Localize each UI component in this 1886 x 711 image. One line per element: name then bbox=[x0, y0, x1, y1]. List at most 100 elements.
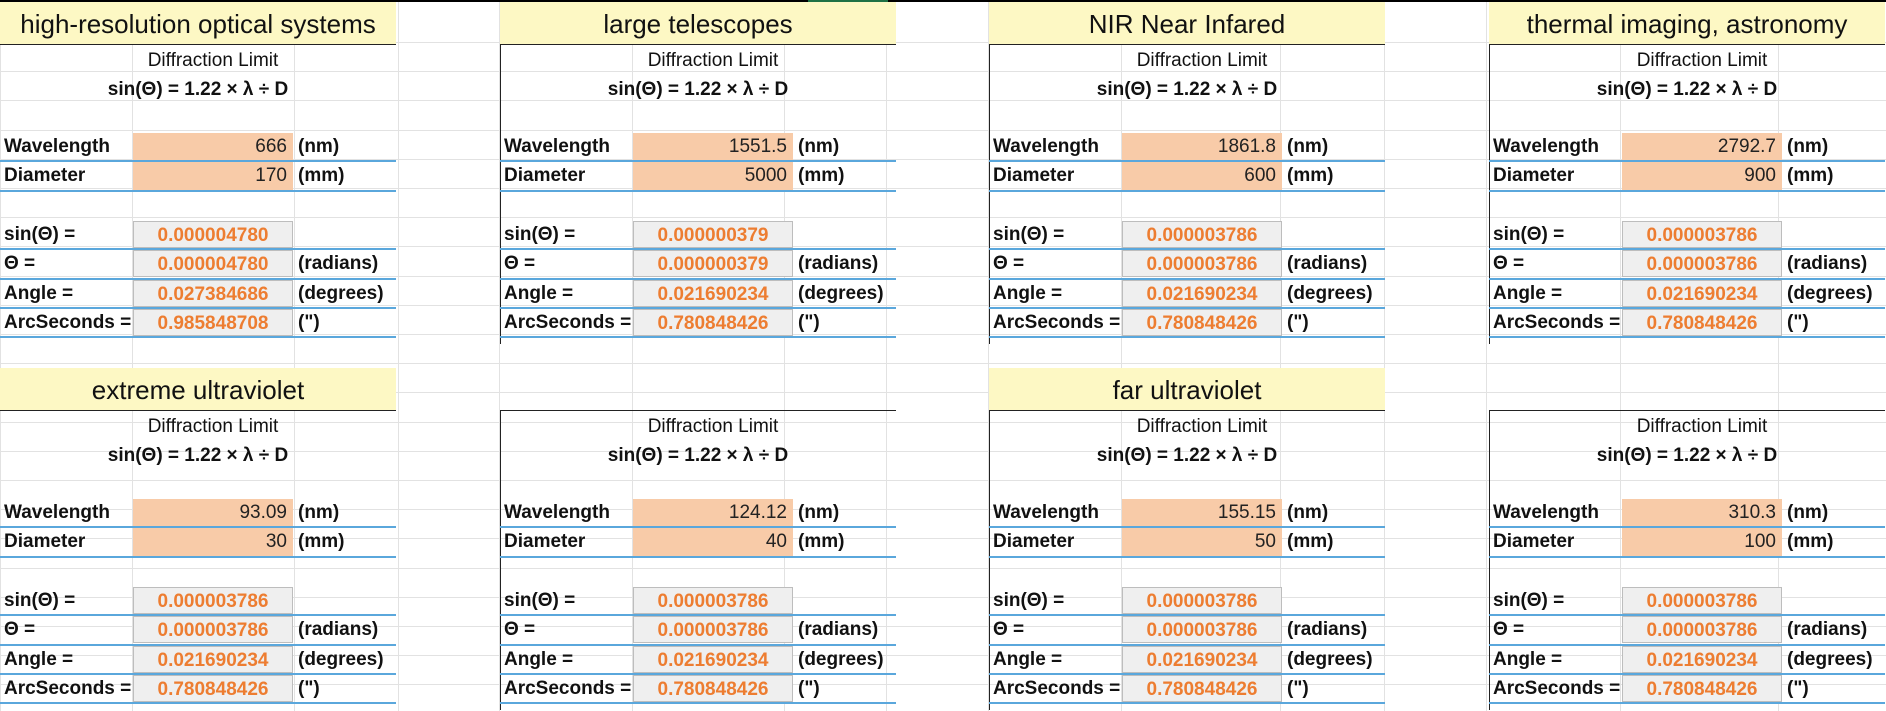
grid-row-line bbox=[0, 392, 1886, 393]
diameter-input-cell[interactable]: 5000 bbox=[633, 162, 793, 190]
block-title: thermal imaging, astronomy bbox=[1489, 2, 1885, 44]
diameter-unit: (mm) bbox=[298, 531, 345, 553]
arcseconds-label: ArcSeconds = bbox=[504, 677, 632, 699]
row-underline bbox=[500, 160, 896, 163]
block-left-border bbox=[500, 410, 501, 710]
formula-text: sin(Θ) = 1.22 × λ ÷ D bbox=[1096, 79, 1278, 100]
row-underline bbox=[0, 277, 396, 280]
angle-result-cell: 0.021690234 bbox=[1622, 645, 1782, 673]
arcseconds-unit: (") bbox=[798, 311, 820, 333]
arcseconds-result-cell: 0.780848426 bbox=[1622, 308, 1782, 337]
row-underline bbox=[500, 614, 896, 617]
row-underline bbox=[989, 160, 1385, 163]
diameter-input-cell[interactable]: 100 bbox=[1622, 528, 1782, 556]
grid-column-line bbox=[784, 0, 785, 711]
grid-column-line bbox=[1280, 0, 1281, 711]
wavelength-unit: (nm) bbox=[298, 136, 340, 157]
diameter-input-cell[interactable]: 50 bbox=[1122, 528, 1282, 556]
diameter-input-cell[interactable]: 30 bbox=[133, 528, 293, 556]
block-title: large telescopes bbox=[500, 2, 896, 44]
diameter-label: Diameter bbox=[993, 531, 1075, 553]
grid-row-line bbox=[0, 246, 1886, 247]
sin-theta-label: sin(Θ) = bbox=[4, 223, 76, 245]
row-underline bbox=[1489, 643, 1885, 646]
diameter-unit: (mm) bbox=[1787, 531, 1834, 553]
arcseconds-result-cell: 0.780848426 bbox=[1122, 674, 1282, 703]
arcseconds-unit: (") bbox=[298, 677, 320, 699]
wavelength-input-cell[interactable]: 124.12 bbox=[633, 499, 793, 527]
angle-result-cell: 0.021690234 bbox=[633, 279, 793, 307]
grid-row-line bbox=[0, 130, 1886, 131]
angle-result-cell: 0.021690234 bbox=[1122, 645, 1282, 673]
arcseconds-label: ArcSeconds = bbox=[4, 677, 132, 699]
wavelength-label: Wavelength bbox=[504, 502, 610, 523]
wavelength-input-cell[interactable]: 1551.5 bbox=[633, 133, 793, 161]
wavelength-input-cell[interactable]: 310.3 bbox=[1622, 499, 1782, 527]
diameter-input-cell[interactable]: 40 bbox=[633, 528, 793, 556]
sin-theta-result-cell: 0.000003786 bbox=[1622, 220, 1782, 249]
sin-theta-label: sin(Θ) = bbox=[993, 589, 1065, 611]
active-column-indicator bbox=[808, 0, 888, 3]
formula-text: sin(Θ) = 1.22 × λ ÷ D bbox=[1096, 445, 1278, 466]
row-underline bbox=[1489, 614, 1885, 617]
row-underline bbox=[989, 702, 1385, 705]
grid-row-line bbox=[0, 71, 1886, 72]
wavelength-input-cell[interactable]: 155.15 bbox=[1122, 499, 1282, 527]
grid-row-line bbox=[0, 217, 1886, 218]
angle-label: Angle = bbox=[4, 282, 74, 304]
row-underline bbox=[500, 306, 896, 309]
theta-label: Θ = bbox=[993, 253, 1025, 275]
wavelength-label: Wavelength bbox=[504, 136, 610, 157]
angle-result-cell: 0.021690234 bbox=[1622, 279, 1782, 307]
diameter-input-cell[interactable]: 600 bbox=[1122, 162, 1282, 190]
grid-column-line bbox=[1121, 0, 1122, 711]
theta-result-cell: 0.000003786 bbox=[1622, 616, 1782, 644]
diameter-label: Diameter bbox=[4, 531, 86, 553]
angle-result-cell: 0.027384686 bbox=[133, 279, 293, 307]
block-left-border bbox=[1489, 44, 1490, 344]
row-underline bbox=[989, 614, 1385, 617]
block-top-border bbox=[500, 410, 896, 411]
grid-column-line bbox=[0, 0, 1, 711]
wavelength-input-cell[interactable]: 93.09 bbox=[133, 499, 293, 527]
block-top-border bbox=[1489, 44, 1885, 45]
angle-label: Angle = bbox=[1493, 282, 1563, 304]
wavelength-input-cell[interactable]: 1861.8 bbox=[1122, 133, 1282, 161]
arcseconds-label: ArcSeconds = bbox=[1493, 677, 1621, 699]
theta-unit: (radians) bbox=[798, 619, 879, 641]
arcseconds-unit: (") bbox=[1287, 677, 1309, 699]
diameter-unit: (mm) bbox=[1787, 165, 1834, 187]
angle-label: Angle = bbox=[993, 282, 1063, 304]
theta-unit: (radians) bbox=[298, 619, 379, 641]
block-top-border bbox=[0, 44, 396, 45]
grid-row-line bbox=[0, 655, 1886, 656]
row-underline bbox=[0, 643, 396, 646]
theta-label: Θ = bbox=[4, 619, 36, 641]
arcseconds-label: ArcSeconds = bbox=[1493, 311, 1621, 333]
diameter-unit: (mm) bbox=[1287, 165, 1334, 187]
diameter-input-cell[interactable]: 900 bbox=[1622, 162, 1782, 190]
row-underline bbox=[500, 643, 896, 646]
grid-row-line bbox=[0, 276, 1886, 277]
wavelength-label: Wavelength bbox=[993, 136, 1099, 157]
wavelength-input-cell[interactable]: 2792.7 bbox=[1622, 133, 1782, 161]
row-underline bbox=[989, 189, 1385, 192]
wavelength-input-cell[interactable]: 666 bbox=[133, 133, 293, 161]
angle-result-cell: 0.021690234 bbox=[133, 645, 293, 673]
diameter-unit: (mm) bbox=[1287, 531, 1334, 553]
diffraction-limit-heading: Diffraction Limit bbox=[1636, 50, 1768, 71]
row-underline bbox=[989, 277, 1385, 280]
diameter-label: Diameter bbox=[504, 531, 586, 553]
grid-column-line bbox=[1486, 0, 1487, 711]
row-underline bbox=[0, 526, 396, 529]
sin-theta-label: sin(Θ) = bbox=[1493, 589, 1565, 611]
diameter-input-cell[interactable]: 170 bbox=[133, 162, 293, 190]
theta-unit: (radians) bbox=[1287, 253, 1368, 275]
grid-column-line bbox=[886, 0, 887, 711]
arcseconds-unit: (") bbox=[1787, 677, 1809, 699]
row-underline bbox=[0, 614, 396, 617]
block-top-border bbox=[500, 44, 896, 45]
grid-column-line bbox=[1384, 0, 1385, 711]
row-underline bbox=[989, 526, 1385, 529]
